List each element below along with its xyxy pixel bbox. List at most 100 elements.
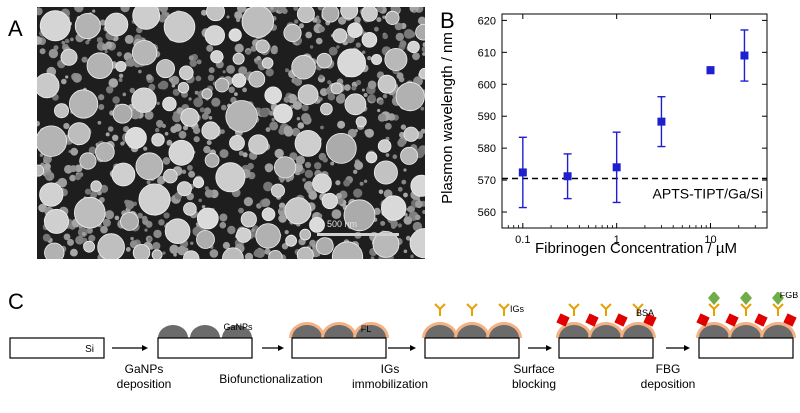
large-particle [261,207,276,222]
small-particle [363,179,368,183]
small-particle [254,58,258,62]
ga-nanoparticle [356,325,386,338]
large-particle [248,134,269,155]
small-particle [395,32,404,42]
small-particle [265,68,274,77]
reference-line-group: APTS-TIPT/Ga/Si [502,177,767,201]
large-particle [192,177,205,189]
data-point [657,117,666,126]
large-particle [183,202,197,216]
small-particle [269,121,279,131]
small-particle [397,139,406,147]
small-particle [189,59,197,67]
large-particle [264,86,283,105]
small-particle [414,214,421,221]
small-particle [278,214,287,223]
small-particle [158,14,167,23]
small-particle [314,162,322,170]
small-particle [265,127,271,132]
antibody-arms [434,303,446,311]
small-particle [130,236,134,241]
large-particle [215,162,246,193]
small-particle [188,170,196,178]
small-particle [412,221,423,232]
panel-letter-b: B [440,8,455,33]
scale-bar-label: 500 nm [327,219,358,229]
small-particle [378,99,384,105]
small-particle [234,92,238,96]
step-label-line2: deposition [116,377,172,391]
large-particle [53,103,69,119]
large-particle [120,211,139,231]
small-particle [287,93,298,104]
large-particle [355,116,367,128]
y-tick-label: 610 [478,47,496,59]
y-tick-label: 580 [478,143,496,155]
small-particle [316,99,321,103]
small-particle [193,126,201,135]
small-particle [147,237,152,241]
small-particle [163,212,170,219]
small-particle [86,227,93,234]
small-particle [219,213,228,222]
small-particle [242,152,248,158]
large-particle [377,139,392,153]
step-label-igs: IGs immobilization [350,362,430,392]
small-particle [172,88,180,96]
small-particle [221,104,227,111]
small-particle [318,25,325,33]
small-particle [85,40,90,45]
small-particle [406,207,410,211]
small-particle [318,74,324,80]
small-particle [292,100,302,110]
small-particle [397,186,403,192]
ga-nanoparticle [292,325,322,338]
large-particle [225,100,258,133]
small-particle [279,207,284,211]
small-particle [405,235,411,241]
small-particle [320,125,324,130]
small-particle [376,7,383,13]
small-particle [82,237,88,243]
small-particle [410,254,414,259]
small-particle [415,200,423,209]
large-particle [321,192,338,210]
small-particle [112,134,119,141]
step-label-line1: FBG [655,362,681,376]
large-particle [201,121,220,140]
small-particle [92,9,96,13]
small-particle [238,66,248,76]
large-particle [229,134,245,151]
large-particle [95,142,115,162]
process-arrowhead [278,345,284,351]
small-particle [156,119,164,128]
large-particle [232,52,245,65]
large-particle [283,23,302,43]
small-particle [69,165,77,173]
small-particle [407,205,415,213]
small-particle [392,154,398,159]
large-particle [384,48,408,72]
antibody-arms [772,303,784,311]
data-point [740,51,749,60]
small-particle [261,198,271,207]
small-particle [201,9,207,16]
small-particle [301,113,311,123]
small-particle [37,7,43,16]
small-particle [299,23,304,29]
small-particle [195,75,202,82]
small-particle [284,230,289,235]
antibody-arms [568,303,580,311]
large-particle [104,12,129,37]
y-axis-ticks: 560 570 580 590 600 610 620 [478,15,767,219]
small-particle [43,163,51,170]
small-particle [256,55,261,61]
large-particle [409,228,425,259]
small-particle [70,37,74,42]
small-particle [120,7,130,13]
small-particle [354,161,364,170]
bsa-block [696,313,710,327]
small-particle [81,56,88,63]
small-particle [293,7,299,11]
small-particle [302,178,306,182]
